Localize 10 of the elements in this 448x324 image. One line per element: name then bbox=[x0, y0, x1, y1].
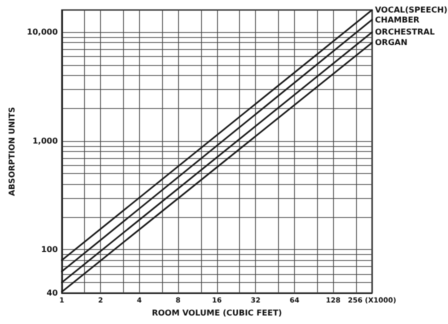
y-tick-label: 1,000 bbox=[32, 136, 58, 146]
x-axis-title: ROOM VOLUME (CUBIC FEET) bbox=[152, 308, 282, 318]
series-label: ORCHESTRAL bbox=[375, 28, 435, 37]
series-label: CHAMBER bbox=[375, 15, 420, 24]
y-tick-label: 10,000 bbox=[26, 28, 58, 37]
y-tick-label: 100 bbox=[41, 245, 58, 254]
series-label: ORGAN bbox=[375, 38, 408, 48]
y-tick-label: 40 bbox=[46, 288, 58, 298]
series-label: VOCAL(SPEECH) bbox=[375, 6, 448, 14]
y-axis-title: ABSORPTION UNITS bbox=[8, 106, 16, 196]
